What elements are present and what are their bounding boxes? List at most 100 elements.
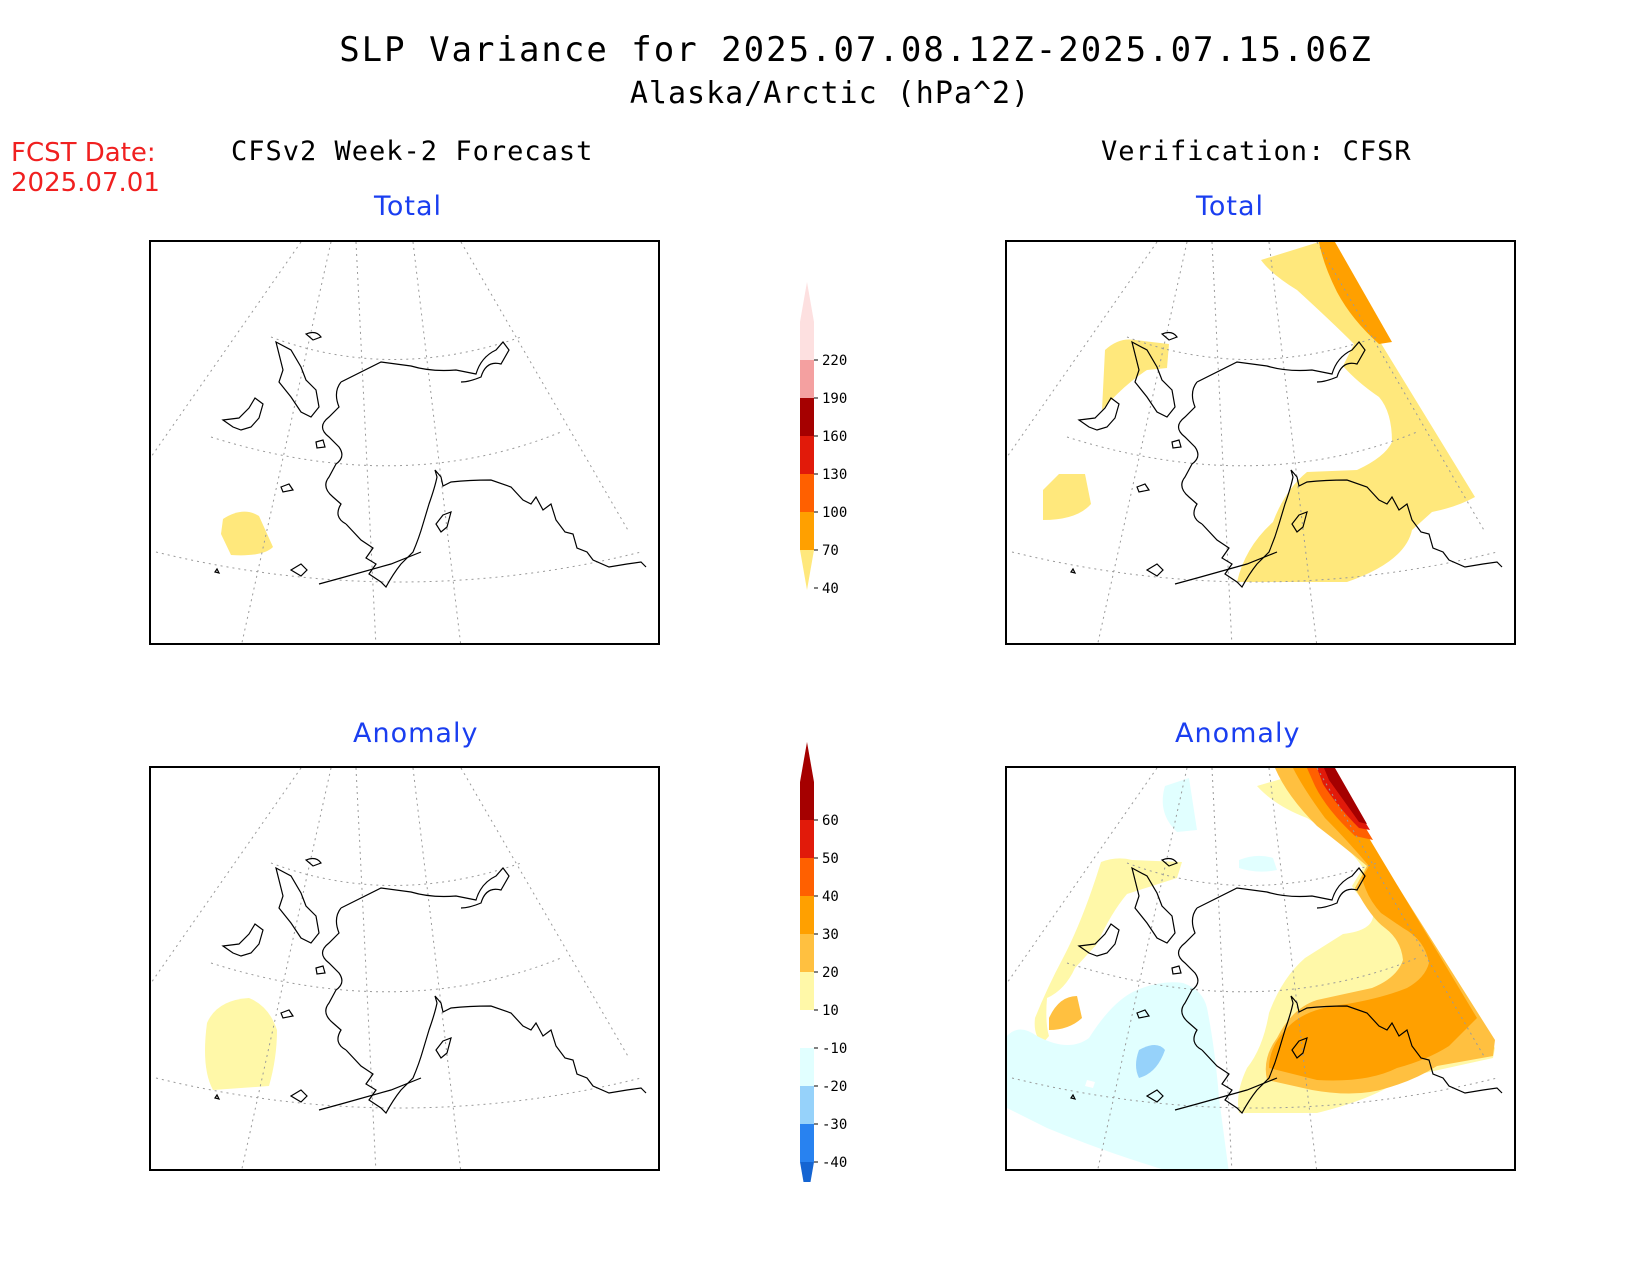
- colorbar-segment: [800, 1086, 814, 1124]
- graticule-lon: [1211, 768, 1233, 1169]
- shade-white-gap: [1085, 1080, 1095, 1088]
- coastline: [1070, 1093, 1077, 1100]
- graticule-lon: [460, 768, 630, 1059]
- coastline: [1131, 866, 1176, 944]
- graticule-lat: [210, 431, 562, 467]
- colorbar-segment: [800, 934, 814, 972]
- coastline: [1177, 381, 1203, 525]
- shade-30-40: [1269, 768, 1477, 1081]
- graticule-lon: [241, 768, 332, 1169]
- verification-column-title: Verification: CFSR: [1101, 136, 1412, 167]
- coastline: [340, 867, 510, 909]
- verification-anomaly-label: Anomaly: [1175, 718, 1301, 749]
- colorbar-tick-label: 40: [822, 889, 839, 905]
- graticule-lat: [1066, 431, 1418, 467]
- coastline: [214, 1093, 221, 1100]
- graticule-lon: [1316, 768, 1486, 1059]
- coastline: [340, 341, 510, 383]
- coastline: [318, 1077, 422, 1111]
- graticule-lon: [241, 242, 332, 643]
- forecast-column-title: CFSv2 Week-2 Forecast: [231, 136, 594, 167]
- colorbar-tick-label: 130: [822, 467, 847, 483]
- graticule-lat: [1011, 1077, 1498, 1109]
- coastline: [1136, 483, 1150, 493]
- coastline: [1171, 965, 1182, 975]
- colorbar-top-cap: [800, 742, 814, 782]
- colorbar-tick-label: 190: [822, 391, 847, 407]
- coastline: [1174, 551, 1278, 585]
- shade-minus10-minus20: [1239, 855, 1277, 872]
- colorbar-bottom-cap: [800, 550, 814, 590]
- coastline: [1291, 1037, 1308, 1059]
- colorbar-bottom-cap: [800, 1162, 814, 1182]
- graticule-lon: [355, 242, 377, 643]
- shade-minus10-minus20: [1007, 982, 1229, 1169]
- colorbar-segment: [800, 1124, 814, 1162]
- colorbar-tick-label: -10: [822, 1041, 847, 1057]
- colorbar-tick-label: -30: [822, 1117, 847, 1133]
- graticule-lon: [1316, 242, 1486, 533]
- colorbar-segment: [800, 1010, 814, 1048]
- total-colorbar: 220 190 160 130 100 70 40: [800, 282, 847, 597]
- colorbar-segment: [800, 322, 814, 360]
- coastline: [1145, 1089, 1164, 1103]
- colorbar-segment: [800, 972, 814, 1010]
- shade-70-100: [1319, 242, 1392, 344]
- coastline: [304, 331, 322, 341]
- forecast-total-label: Total: [374, 191, 443, 222]
- colorbar-tick-label: 100: [822, 505, 847, 521]
- coastline: [221, 397, 264, 431]
- map-title: SLP Variance for 2025.07.08.12Z-2025.07.…: [339, 30, 1373, 70]
- colorbar-segment: [800, 782, 814, 820]
- shade-40-70: [1237, 242, 1475, 582]
- forecast-anomaly-label: Anomaly: [353, 718, 479, 749]
- colorbar-tick-label: 160: [822, 429, 847, 445]
- graticule-lat: [270, 336, 522, 360]
- colorbar-tick-label: 20: [822, 965, 839, 981]
- coastline: [289, 563, 308, 577]
- colorbar-segment: [800, 398, 814, 436]
- colorbar-tick-label: 50: [822, 851, 839, 867]
- coastline: [1171, 439, 1182, 449]
- coastline: [435, 1037, 452, 1059]
- coastline: [1174, 1077, 1278, 1111]
- graticule-lon: [151, 242, 302, 458]
- coastline: [1077, 923, 1120, 957]
- coastline: [280, 483, 294, 493]
- graticule-lon: [1007, 242, 1158, 458]
- graticule-lon: [355, 768, 377, 1169]
- graticule-lat: [270, 862, 522, 886]
- coastline: [321, 907, 347, 1051]
- graticule-lat: [210, 957, 562, 993]
- colorbar-tick-label: 60: [822, 813, 839, 829]
- shade-40-70: [1102, 339, 1169, 410]
- colorbar-segment: [800, 820, 814, 858]
- forecast-anomaly-map: [149, 766, 660, 1171]
- verification-anomaly-map: [1005, 766, 1516, 1171]
- colorbar-tick-label: -40: [822, 1155, 847, 1171]
- graticule-lat: [1011, 551, 1498, 583]
- coastline: [1131, 340, 1176, 418]
- coastline: [1136, 1009, 1150, 1019]
- graticule-lat: [155, 1077, 642, 1109]
- coastline: [315, 965, 326, 975]
- coastline: [221, 923, 264, 957]
- coastline: [318, 551, 422, 585]
- shade-10-20: [1034, 858, 1182, 1043]
- coastline: [1145, 563, 1164, 577]
- colorbar-segment: [800, 896, 814, 934]
- anomaly-colorbar: 60 50 40 30 20 10 -10 -20 -30 -40: [800, 742, 847, 1182]
- shade-minus10-minus20: [1162, 778, 1197, 832]
- graticule-lon: [1268, 768, 1318, 1169]
- forecast-total-map: [149, 240, 660, 645]
- graticule-lon: [460, 242, 630, 533]
- colorbar-tick-label: 220: [822, 353, 847, 369]
- coastline: [1196, 341, 1366, 383]
- shade-40-70: [1043, 474, 1091, 520]
- colorbar-segment: [800, 474, 814, 512]
- coastline: [1201, 995, 1503, 1114]
- colorbar-tick-label: -20: [822, 1079, 847, 1095]
- fcst-date-value: 2025.07.01: [11, 168, 160, 198]
- colorbar-segment: [800, 360, 814, 398]
- shade-10-20: [205, 998, 277, 1090]
